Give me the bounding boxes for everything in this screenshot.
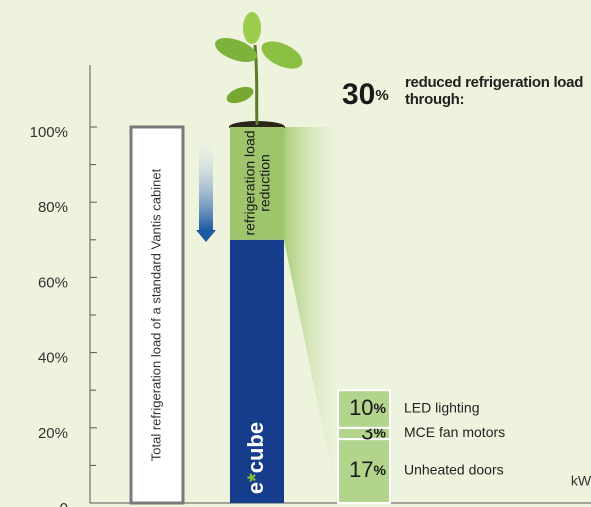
- arrow-head: [196, 230, 216, 242]
- bar-segment: [337, 389, 391, 429]
- plant: [215, 12, 303, 133]
- y-tick-label: 40%: [38, 350, 68, 367]
- value-label: 10%: [349, 395, 386, 420]
- y-tick-label: 80%: [38, 199, 68, 216]
- segment-label: MCE fan motors: [404, 424, 505, 440]
- funnel: [284, 127, 338, 503]
- y-tick-label: 60%: [38, 274, 68, 291]
- headline-text: reduced refrigeration load through:: [405, 74, 584, 108]
- bar-label: refrigeration load reduction: [240, 130, 272, 236]
- bar-label: Total refrigeration load of a standard V…: [148, 168, 163, 461]
- y-tick-label: 20%: [38, 425, 68, 442]
- x-axis-label: kW: [571, 473, 591, 489]
- arrow-shaft: [199, 130, 213, 230]
- y-tick-label: 100%: [30, 124, 68, 141]
- logo: e*cube: [243, 422, 268, 494]
- segment-label: LED lighting: [404, 400, 480, 416]
- bar-segment: [230, 239, 284, 504]
- bar-segment: [129, 125, 185, 505]
- headline-value: 30%: [342, 78, 389, 111]
- segment-label: Unheated doors: [404, 462, 504, 478]
- value-label: 17%: [349, 457, 386, 482]
- bar-segment: [230, 127, 284, 240]
- y-tick-label: 0: [60, 500, 68, 507]
